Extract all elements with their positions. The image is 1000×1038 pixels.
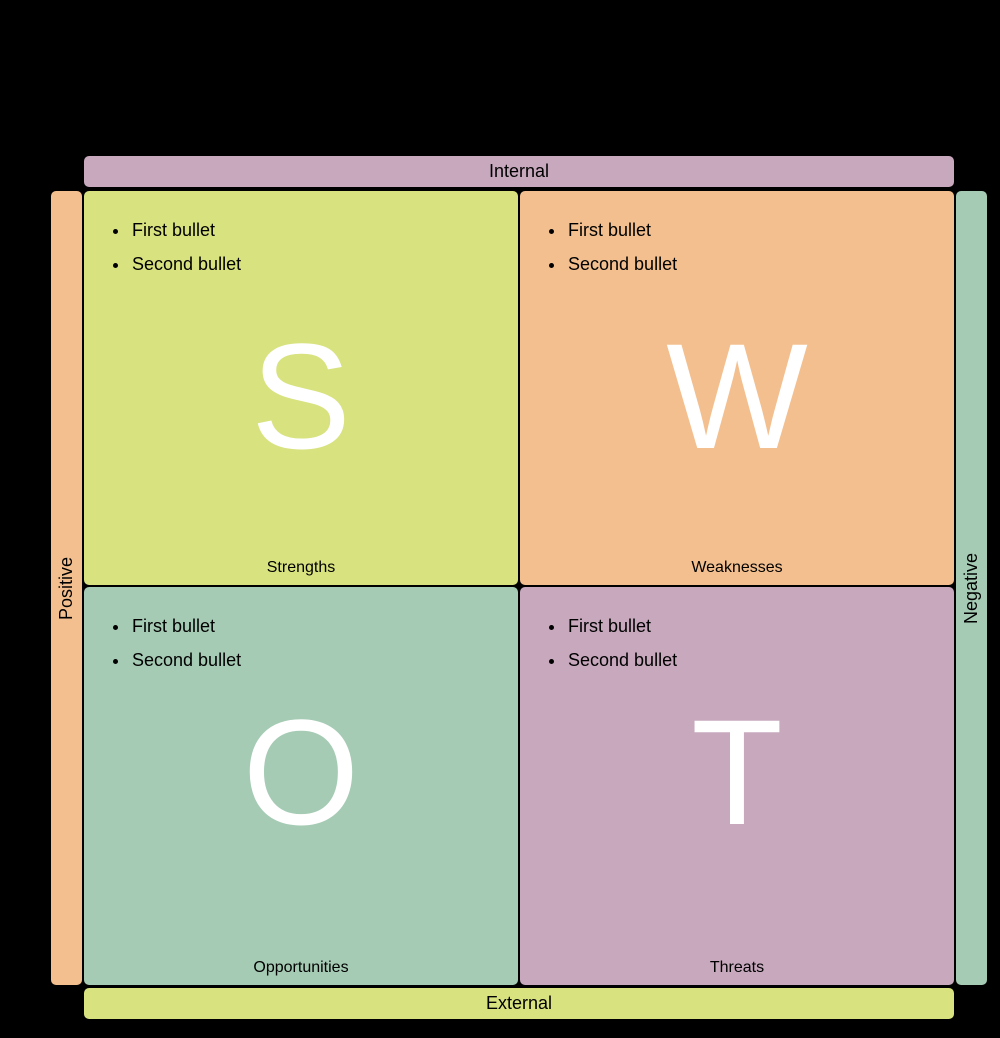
strengths-bullet-1: First bullet	[130, 213, 241, 247]
quadrant-weaknesses: First bullet Second bullet W Weaknesses	[519, 190, 955, 586]
header-external-label: External	[486, 993, 552, 1014]
opportunities-bullet-1: First bullet	[130, 609, 241, 643]
threats-bullet-1: First bullet	[566, 609, 677, 643]
opportunities-label: Opportunities	[84, 959, 518, 977]
opportunities-bullets: First bullet Second bullet	[126, 609, 241, 677]
strengths-label: Strengths	[84, 559, 518, 577]
weaknesses-bullet-1: First bullet	[566, 213, 677, 247]
header-internal: Internal	[83, 155, 955, 188]
threats-label: Threats	[520, 959, 954, 977]
strengths-bullet-2: Second bullet	[130, 247, 241, 281]
threats-letter: T	[691, 697, 783, 847]
header-positive-label: Positive	[56, 556, 77, 619]
quadrant-threats: First bullet Second bullet T Threats	[519, 586, 955, 986]
weaknesses-bullet-2: Second bullet	[566, 247, 677, 281]
threats-bullet-2: Second bullet	[566, 643, 677, 677]
header-internal-label: Internal	[489, 161, 549, 182]
header-negative-label: Negative	[961, 552, 982, 623]
swot-diagram: Internal External Positive Negative Firs…	[0, 0, 1000, 1038]
weaknesses-letter: W	[666, 321, 808, 471]
weaknesses-label: Weaknesses	[520, 559, 954, 577]
threats-bullets: First bullet Second bullet	[562, 609, 677, 677]
weaknesses-bullets: First bullet Second bullet	[562, 213, 677, 281]
opportunities-bullet-2: Second bullet	[130, 643, 241, 677]
header-negative: Negative	[955, 190, 988, 986]
opportunities-letter: O	[243, 697, 360, 847]
header-positive: Positive	[50, 190, 83, 986]
quadrant-strengths: First bullet Second bullet S Strengths	[83, 190, 519, 586]
header-external: External	[83, 987, 955, 1020]
quadrant-opportunities: First bullet Second bullet O Opportuniti…	[83, 586, 519, 986]
strengths-bullets: First bullet Second bullet	[126, 213, 241, 281]
strengths-letter: S	[251, 321, 351, 471]
